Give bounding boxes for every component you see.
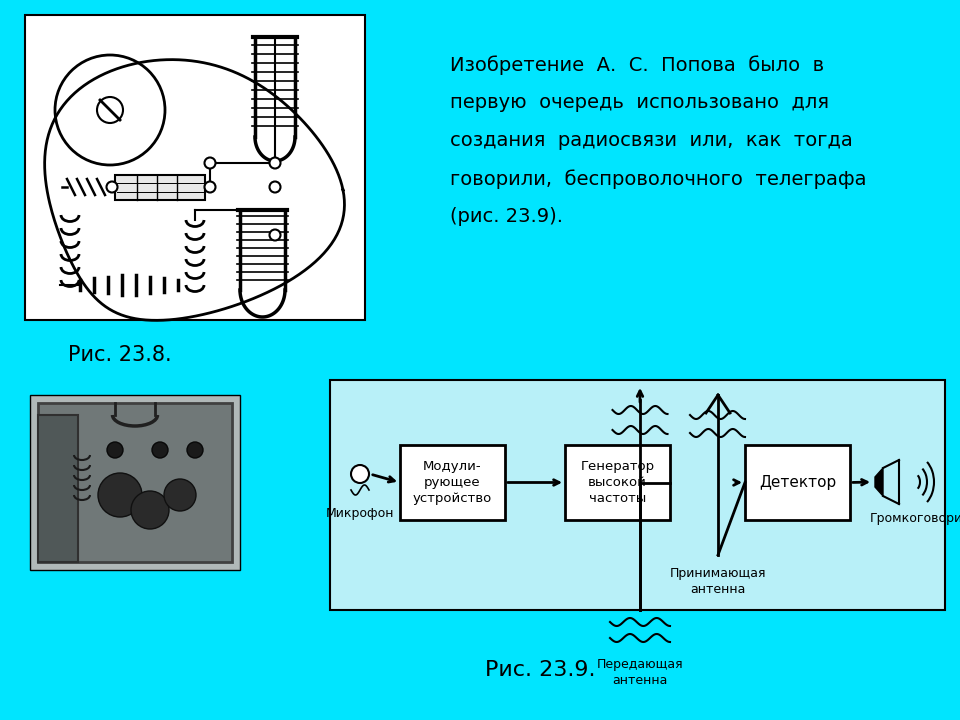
Circle shape <box>164 479 196 511</box>
Text: Генератор
высокой
частоты: Генератор высокой частоты <box>581 460 655 505</box>
Text: Микрофон: Микрофон <box>325 507 395 520</box>
Circle shape <box>204 181 215 192</box>
Circle shape <box>204 158 215 168</box>
Polygon shape <box>875 468 883 496</box>
Text: первую  очередь  использовано  для: первую очередь использовано для <box>450 93 829 112</box>
Circle shape <box>152 442 168 458</box>
Text: Модули-
рующее
устройство: Модули- рующее устройство <box>413 460 492 505</box>
Text: создания  радиосвязи  или,  как  тогда: создания радиосвязи или, как тогда <box>450 131 852 150</box>
Text: говорили,  беспроволочного  телеграфа: говорили, беспроволочного телеграфа <box>450 169 867 189</box>
Text: Изобретение  А.  С.  Попова  было  в: Изобретение А. С. Попова было в <box>450 55 824 75</box>
Circle shape <box>131 491 169 529</box>
Text: Детектор: Детектор <box>758 475 836 490</box>
Text: (рис. 23.9).: (рис. 23.9). <box>450 207 563 226</box>
Text: Рис. 23.8.: Рис. 23.8. <box>68 345 172 365</box>
Text: Принимающая
антенна: Принимающая антенна <box>670 567 766 596</box>
Bar <box>38 403 232 562</box>
Circle shape <box>107 442 123 458</box>
Circle shape <box>351 465 369 483</box>
Bar <box>115 175 205 200</box>
Bar <box>400 445 505 520</box>
Circle shape <box>270 181 280 192</box>
Bar <box>565 445 670 520</box>
Bar <box>30 395 240 570</box>
Circle shape <box>107 181 117 192</box>
Circle shape <box>270 158 280 168</box>
Bar <box>330 380 945 610</box>
Bar <box>745 445 850 520</box>
Bar <box>38 415 78 562</box>
Circle shape <box>270 230 280 240</box>
Text: Передающая
антенна: Передающая антенна <box>597 658 684 687</box>
Circle shape <box>187 442 203 458</box>
Text: Громкоговоритель: Громкоговоритель <box>870 512 960 525</box>
Circle shape <box>98 473 142 517</box>
Text: Рис. 23.9.: Рис. 23.9. <box>485 660 595 680</box>
Bar <box>25 15 365 320</box>
